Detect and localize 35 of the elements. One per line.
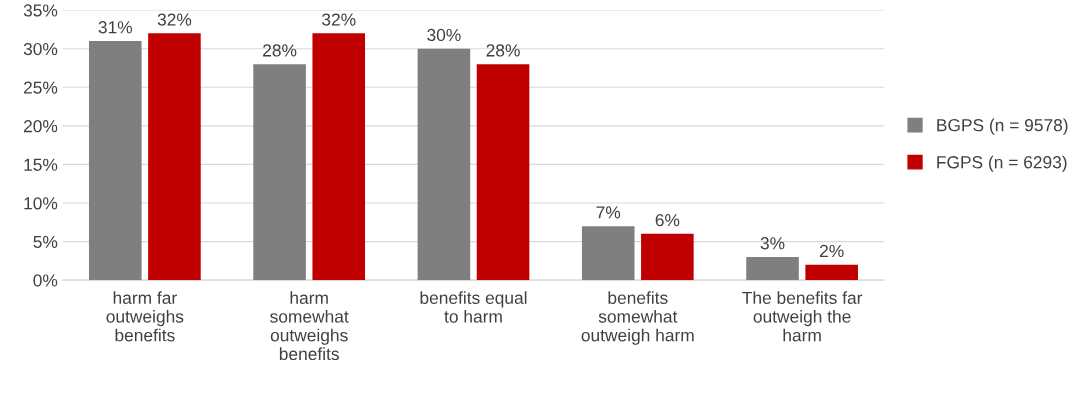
x-tick-label: harm somewhat outweighs benefits bbox=[270, 291, 349, 361]
data-label: 30% bbox=[427, 28, 461, 42]
legend-label: FGPS (n = 6293) bbox=[937, 155, 1067, 172]
bar bbox=[417, 48, 471, 281]
y-tick-label: 20% bbox=[23, 120, 58, 133]
x-tick-label: harm far outweighs benefits bbox=[106, 291, 184, 342]
bar bbox=[88, 41, 142, 281]
bar bbox=[641, 233, 694, 281]
bar bbox=[148, 33, 201, 281]
y-tick-label: 35% bbox=[23, 4, 58, 17]
y-tick-label: 10% bbox=[24, 197, 58, 210]
bar bbox=[253, 64, 306, 281]
y-tick-label: 15% bbox=[24, 158, 58, 171]
data-label: 6% bbox=[655, 213, 680, 227]
data-label: 3% bbox=[760, 237, 785, 250]
data-label: 7% bbox=[596, 206, 621, 219]
data-label: 28% bbox=[263, 44, 297, 57]
x-tick-label: benefits equal to harm bbox=[420, 291, 527, 323]
data-label: 2% bbox=[820, 244, 844, 258]
bar bbox=[805, 264, 858, 281]
bar bbox=[746, 257, 799, 281]
bar bbox=[476, 64, 530, 281]
data-label: 31% bbox=[98, 21, 133, 34]
data-label: 28% bbox=[486, 44, 520, 57]
x-tick-label: benefits somewhat outweigh harm bbox=[581, 291, 694, 345]
data-label: 32% bbox=[322, 13, 356, 26]
y-tick-label: 5% bbox=[33, 235, 58, 249]
bar bbox=[581, 226, 635, 281]
legend-label: BGPS (n = 9578) bbox=[937, 118, 1068, 135]
y-tick-label: 0% bbox=[33, 274, 58, 287]
x-tick-label: The benefits far outweigh the harm bbox=[742, 291, 863, 342]
y-tick-label: 30% bbox=[23, 42, 58, 56]
y-tick-label: 25% bbox=[23, 81, 58, 94]
data-label: 32% bbox=[157, 13, 192, 26]
bar bbox=[312, 33, 366, 281]
